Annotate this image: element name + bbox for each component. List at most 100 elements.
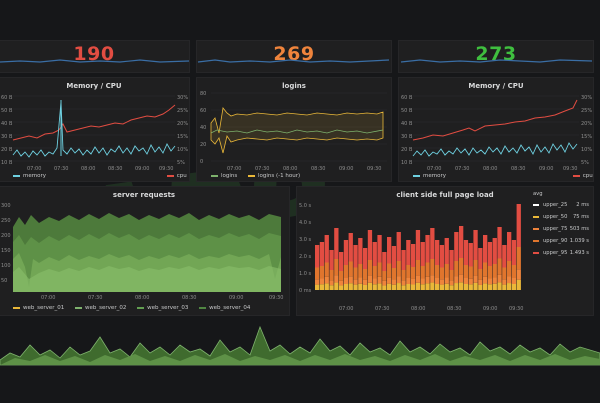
page-load-bar-segment — [492, 264, 497, 278]
svg-text:20%: 20% — [581, 121, 592, 127]
page-load-bar-segment — [319, 266, 325, 279]
page-load-bar-segment — [382, 280, 387, 286]
legend: logins logins (-1 hour) — [211, 173, 309, 179]
memory-cpu-panel-2[interactable]: Memory / CPU 60 B 50 B 40 B 30 B 20 B 10… — [398, 77, 594, 182]
page-load-bar-segment — [339, 252, 344, 271]
legend-item-web-server-03[interactable]: web_server_03 — [137, 305, 188, 311]
page-load-panel[interactable]: client side full page load 5.0 s 4.0 s 3… — [296, 186, 594, 316]
page-load-bar-segment — [420, 266, 425, 279]
page-load-bar-segment — [363, 269, 368, 280]
page-load-bar-segment — [468, 266, 473, 279]
svg-text:07:30: 07:30 — [88, 295, 102, 301]
legend-item-cpu[interactable]: cpu — [166, 173, 187, 179]
page-load-bar-segment — [387, 283, 392, 290]
svg-text:09:30: 09:30 — [367, 166, 381, 172]
page-load-bar-segment — [435, 284, 440, 290]
svg-text:2.0 s: 2.0 s — [299, 254, 312, 260]
page-load-bar-segment — [343, 240, 349, 265]
page-load-bar-segment — [439, 279, 445, 285]
page-load-bar-segment — [348, 233, 353, 262]
page-load-bar-segment — [315, 267, 320, 280]
legend-item-memory[interactable]: memory — [413, 173, 446, 179]
page-load-bar-segment — [377, 276, 382, 284]
page-load-bar-segment — [334, 275, 339, 283]
page-load-bar-segment — [468, 243, 473, 267]
page-load-bar-segment — [367, 230, 373, 260]
svg-text:09:00: 09:00 — [135, 166, 149, 172]
svg-text:15%: 15% — [581, 134, 592, 140]
svg-text:09:00: 09:00 — [483, 306, 497, 312]
svg-text:09:00: 09:00 — [539, 166, 553, 172]
svg-text:20 B: 20 B — [1, 147, 13, 153]
svg-text:200: 200 — [1, 233, 11, 239]
page-load-bar-segment — [497, 282, 502, 290]
legend-item-web-server-04[interactable]: web_server_04 — [199, 305, 250, 311]
svg-text:08:00: 08:00 — [411, 306, 425, 312]
svg-text:20: 20 — [200, 142, 206, 148]
legend-row-upper-25[interactable]: upper_25 2 ms — [533, 199, 593, 211]
page-load-bar-segment — [507, 276, 512, 284]
page-load-bar-segment — [401, 285, 406, 290]
legend-item-cpu[interactable]: cpu — [572, 173, 593, 179]
page-load-bar-segment — [449, 270, 454, 281]
legend-row-upper-50[interactable]: upper_50 75 ms — [533, 211, 593, 223]
page-load-bar-segment — [487, 242, 493, 266]
page-load-bar-segment — [492, 283, 497, 290]
svg-text:80: 80 — [200, 91, 206, 97]
legend-row-upper-90[interactable]: upper_90 1.039 s — [533, 235, 593, 247]
page-load-bar-segment — [449, 285, 454, 290]
page-load-bar-segment — [502, 267, 507, 280]
svg-text:08:30: 08:30 — [108, 166, 122, 172]
page-load-bar-segment — [377, 262, 382, 277]
page-load-bar-segment — [329, 285, 334, 290]
legend-item-web-server-02[interactable]: web_server_02 — [75, 305, 126, 311]
page-load-bar-segment — [372, 242, 377, 266]
page-load-bar-segment — [483, 283, 488, 290]
page-load-bar-segment — [454, 261, 459, 277]
page-load-bar-segment — [425, 262, 430, 277]
page-load-bar-segment — [315, 279, 320, 285]
page-load-bar-segment — [483, 262, 488, 277]
page-load-bar-segment — [387, 237, 392, 264]
page-load-bar-segment — [382, 252, 387, 271]
memory-cpu-graph: 60 B 50 B 40 B 30 B 20 B 10 B 30% 25% 20… — [1, 95, 188, 172]
legend-avg-header[interactable]: avg — [533, 191, 543, 197]
legend-item-web-server-01[interactable]: web_server_01 — [13, 305, 64, 311]
stat-panel-3[interactable]: 273 — [398, 40, 594, 73]
page-load-bar-segment — [324, 262, 329, 277]
stat-sparklines — [0, 59, 593, 63]
page-load-bar-segment — [430, 259, 435, 276]
svg-text:07:00: 07:00 — [227, 166, 241, 172]
svg-text:30%: 30% — [581, 95, 592, 101]
page-load-bar-segment — [420, 278, 425, 285]
legend: web_server_01 web_server_02 web_server_0… — [13, 305, 259, 311]
legend-item-logins[interactable]: logins — [211, 173, 237, 179]
svg-text:15%: 15% — [177, 134, 188, 140]
page-load-bar-segment — [444, 238, 449, 264]
page-load-bar-segment — [334, 282, 339, 290]
stat-panel-1[interactable]: 190 — [0, 40, 190, 73]
legend-item-memory[interactable]: memory — [13, 173, 46, 179]
server-requests-panel[interactable]: server requests 300 250 200 150 100 50 0… — [0, 186, 290, 316]
panel-title: Memory / CPU — [468, 82, 524, 90]
panel-title: Memory / CPU — [66, 82, 122, 90]
legend-item-logins-1-hour[interactable]: logins (-1 hour) — [248, 173, 300, 179]
page-load-bar-segment — [439, 245, 445, 268]
svg-text:0 ms: 0 ms — [299, 288, 312, 294]
legend-row-upper-95[interactable]: upper_95 1.493 s — [533, 247, 593, 259]
page-load-bar-segment — [319, 278, 325, 285]
page-load-bar-segment — [382, 271, 387, 281]
svg-text:40: 40 — [200, 125, 206, 131]
page-load-bar-segment — [492, 238, 497, 264]
stat-panel-2[interactable]: 269 — [196, 40, 392, 73]
logins-panel[interactable]: logins 80 60 40 20 0 07:00 07:30 08:00 0… — [196, 77, 392, 182]
memory-cpu-panel[interactable]: Memory / CPU 60 B 50 B 40 B 30 B 20 B 10… — [0, 77, 190, 182]
page-load-bar-segment — [348, 261, 353, 277]
page-load-bar-segment — [459, 226, 464, 258]
page-load-bar-segment — [339, 271, 344, 281]
page-load-bar-segment — [478, 269, 483, 280]
svg-text:07:30: 07:30 — [375, 306, 389, 312]
svg-text:5%: 5% — [177, 160, 185, 166]
legend-row-upper-75[interactable]: upper_75 503 ms — [533, 223, 593, 235]
page-load-bar-segment — [507, 232, 512, 261]
